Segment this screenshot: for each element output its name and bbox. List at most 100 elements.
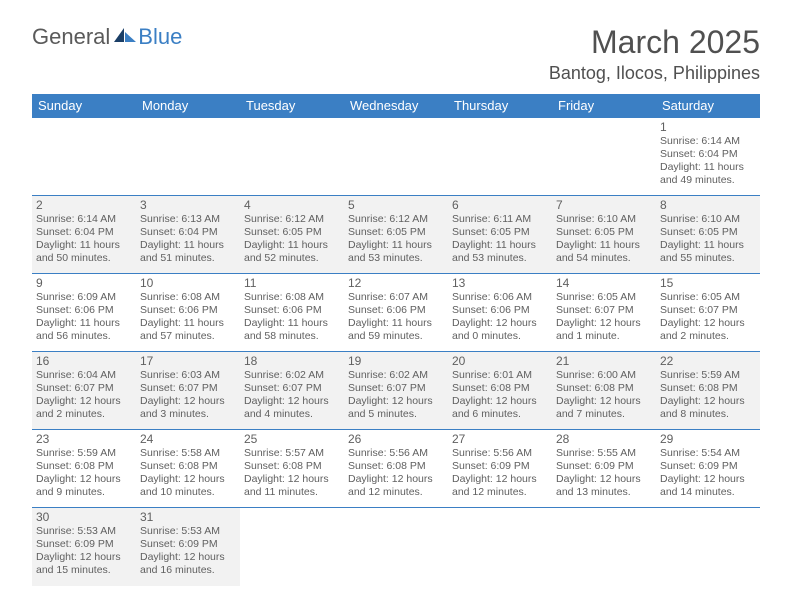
- day-number: 26: [348, 432, 444, 446]
- daylight-text: Daylight: 11 hours and 53 minutes.: [348, 239, 444, 265]
- sunrise-text: Sunrise: 6:03 AM: [140, 369, 236, 382]
- daylight-text: Daylight: 12 hours and 1 minute.: [556, 317, 652, 343]
- day-number: 7: [556, 198, 652, 212]
- calendar-cell: 10Sunrise: 6:08 AMSunset: 6:06 PMDayligh…: [136, 274, 240, 352]
- sunrise-text: Sunrise: 5:59 AM: [660, 369, 756, 382]
- sunset-text: Sunset: 6:04 PM: [140, 226, 236, 239]
- sunrise-text: Sunrise: 5:53 AM: [36, 525, 132, 538]
- calendar-cell: 3Sunrise: 6:13 AMSunset: 6:04 PMDaylight…: [136, 196, 240, 274]
- calendar-cell: 16Sunrise: 6:04 AMSunset: 6:07 PMDayligh…: [32, 352, 136, 430]
- daylight-text: Daylight: 12 hours and 4 minutes.: [244, 395, 340, 421]
- sunset-text: Sunset: 6:09 PM: [556, 460, 652, 473]
- day-number: 3: [140, 198, 236, 212]
- daylight-text: Daylight: 12 hours and 12 minutes.: [452, 473, 548, 499]
- sunset-text: Sunset: 6:08 PM: [660, 382, 756, 395]
- calendar-cell: 19Sunrise: 6:02 AMSunset: 6:07 PMDayligh…: [344, 352, 448, 430]
- sunrise-text: Sunrise: 6:05 AM: [660, 291, 756, 304]
- calendar-cell-empty: [344, 118, 448, 196]
- header: General Blue March 2025 Bantog, Ilocos, …: [32, 24, 760, 84]
- day-number: 6: [452, 198, 548, 212]
- calendar-cell-empty: [448, 508, 552, 586]
- day-header: Wednesday: [344, 94, 448, 118]
- daylight-text: Daylight: 11 hours and 58 minutes.: [244, 317, 340, 343]
- day-number: 21: [556, 354, 652, 368]
- calendar-cell: 25Sunrise: 5:57 AMSunset: 6:08 PMDayligh…: [240, 430, 344, 508]
- daylight-text: Daylight: 12 hours and 11 minutes.: [244, 473, 340, 499]
- calendar-cell: 23Sunrise: 5:59 AMSunset: 6:08 PMDayligh…: [32, 430, 136, 508]
- sunset-text: Sunset: 6:08 PM: [244, 460, 340, 473]
- day-number: 13: [452, 276, 548, 290]
- calendar-cell-empty: [656, 508, 760, 586]
- sunrise-text: Sunrise: 6:09 AM: [36, 291, 132, 304]
- calendar-cell: 30Sunrise: 5:53 AMSunset: 6:09 PMDayligh…: [32, 508, 136, 586]
- sunset-text: Sunset: 6:08 PM: [348, 460, 444, 473]
- calendar-cell-empty: [136, 118, 240, 196]
- sunset-text: Sunset: 6:07 PM: [140, 382, 236, 395]
- sunset-text: Sunset: 6:05 PM: [660, 226, 756, 239]
- daylight-text: Daylight: 11 hours and 53 minutes.: [452, 239, 548, 265]
- sunset-text: Sunset: 6:08 PM: [36, 460, 132, 473]
- sunset-text: Sunset: 6:09 PM: [452, 460, 548, 473]
- day-number: 11: [244, 276, 340, 290]
- sunrise-text: Sunrise: 6:10 AM: [556, 213, 652, 226]
- calendar-cell: 27Sunrise: 5:56 AMSunset: 6:09 PMDayligh…: [448, 430, 552, 508]
- sunset-text: Sunset: 6:06 PM: [244, 304, 340, 317]
- day-number: 2: [36, 198, 132, 212]
- sunset-text: Sunset: 6:06 PM: [348, 304, 444, 317]
- sunset-text: Sunset: 6:07 PM: [348, 382, 444, 395]
- daylight-text: Daylight: 11 hours and 59 minutes.: [348, 317, 444, 343]
- page-title: March 2025: [549, 24, 760, 61]
- calendar-cell-empty: [240, 508, 344, 586]
- calendar-cell-empty: [240, 118, 344, 196]
- daylight-text: Daylight: 12 hours and 2 minutes.: [660, 317, 756, 343]
- sunrise-text: Sunrise: 5:59 AM: [36, 447, 132, 460]
- calendar-cell: 22Sunrise: 5:59 AMSunset: 6:08 PMDayligh…: [656, 352, 760, 430]
- daylight-text: Daylight: 12 hours and 15 minutes.: [36, 551, 132, 577]
- sunset-text: Sunset: 6:08 PM: [140, 460, 236, 473]
- sunrise-text: Sunrise: 6:02 AM: [348, 369, 444, 382]
- day-number: 12: [348, 276, 444, 290]
- calendar-week-row: 2Sunrise: 6:14 AMSunset: 6:04 PMDaylight…: [32, 196, 760, 274]
- sunset-text: Sunset: 6:07 PM: [244, 382, 340, 395]
- calendar-cell: 28Sunrise: 5:55 AMSunset: 6:09 PMDayligh…: [552, 430, 656, 508]
- day-number: 29: [660, 432, 756, 446]
- calendar-cell-empty: [552, 508, 656, 586]
- sunrise-text: Sunrise: 6:12 AM: [244, 213, 340, 226]
- sunrise-text: Sunrise: 6:05 AM: [556, 291, 652, 304]
- logo: General Blue: [32, 24, 182, 50]
- calendar-week-row: 9Sunrise: 6:09 AMSunset: 6:06 PMDaylight…: [32, 274, 760, 352]
- day-header: Sunday: [32, 94, 136, 118]
- calendar-cell: 24Sunrise: 5:58 AMSunset: 6:08 PMDayligh…: [136, 430, 240, 508]
- day-number: 25: [244, 432, 340, 446]
- daylight-text: Daylight: 12 hours and 13 minutes.: [556, 473, 652, 499]
- daylight-text: Daylight: 12 hours and 12 minutes.: [348, 473, 444, 499]
- calendar-table: SundayMondayTuesdayWednesdayThursdayFrid…: [32, 94, 760, 586]
- sunrise-text: Sunrise: 6:13 AM: [140, 213, 236, 226]
- sunrise-text: Sunrise: 5:58 AM: [140, 447, 236, 460]
- day-number: 30: [36, 510, 132, 524]
- day-number: 18: [244, 354, 340, 368]
- sunrise-text: Sunrise: 6:14 AM: [660, 135, 756, 148]
- calendar-cell: 20Sunrise: 6:01 AMSunset: 6:08 PMDayligh…: [448, 352, 552, 430]
- daylight-text: Daylight: 11 hours and 57 minutes.: [140, 317, 236, 343]
- calendar-cell: 15Sunrise: 6:05 AMSunset: 6:07 PMDayligh…: [656, 274, 760, 352]
- sunrise-text: Sunrise: 6:14 AM: [36, 213, 132, 226]
- day-header: Friday: [552, 94, 656, 118]
- sunrise-text: Sunrise: 5:55 AM: [556, 447, 652, 460]
- day-number: 10: [140, 276, 236, 290]
- day-number: 24: [140, 432, 236, 446]
- sunrise-text: Sunrise: 6:01 AM: [452, 369, 548, 382]
- calendar-cell-empty: [344, 508, 448, 586]
- daylight-text: Daylight: 11 hours and 51 minutes.: [140, 239, 236, 265]
- calendar-cell: 31Sunrise: 5:53 AMSunset: 6:09 PMDayligh…: [136, 508, 240, 586]
- daylight-text: Daylight: 12 hours and 9 minutes.: [36, 473, 132, 499]
- day-number: 8: [660, 198, 756, 212]
- day-number: 31: [140, 510, 236, 524]
- calendar-cell: 18Sunrise: 6:02 AMSunset: 6:07 PMDayligh…: [240, 352, 344, 430]
- sunrise-text: Sunrise: 5:53 AM: [140, 525, 236, 538]
- day-number: 23: [36, 432, 132, 446]
- logo-sail-icon: [114, 26, 136, 49]
- day-number: 20: [452, 354, 548, 368]
- calendar-cell: 29Sunrise: 5:54 AMSunset: 6:09 PMDayligh…: [656, 430, 760, 508]
- calendar-cell: 5Sunrise: 6:12 AMSunset: 6:05 PMDaylight…: [344, 196, 448, 274]
